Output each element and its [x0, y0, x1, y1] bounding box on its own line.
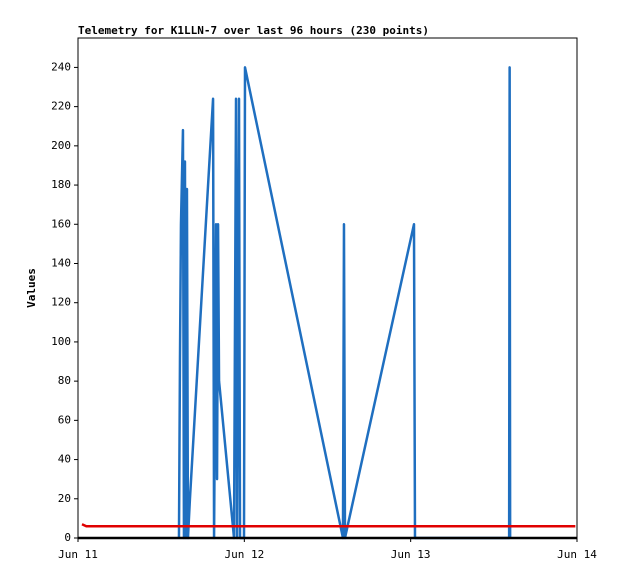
- x-tick-label: Jun 12: [224, 548, 264, 561]
- x-tick-label: Jun 11: [58, 548, 98, 561]
- y-tick-label: 140: [51, 256, 71, 269]
- chart-title: Telemetry for K1LLN-7 over last 96 hours…: [78, 24, 429, 37]
- y-tick-label: 160: [51, 217, 71, 230]
- y-tick-label: 40: [58, 453, 71, 466]
- y-tick-label: 100: [51, 335, 71, 348]
- y-tick-label: 180: [51, 178, 71, 191]
- y-tick-label: 80: [58, 374, 71, 387]
- y-tick-label: 200: [51, 139, 71, 152]
- y-tick-label: 20: [58, 492, 71, 505]
- x-tick-label: Jun 14: [557, 548, 597, 561]
- y-tick-label: 0: [64, 531, 71, 544]
- y-tick-label: 60: [58, 413, 71, 426]
- y-tick-label: 240: [51, 60, 71, 73]
- series-line: [81, 523, 576, 528]
- y-tick-label: 220: [51, 100, 71, 113]
- y-axis-label: Values: [25, 268, 38, 308]
- y-tick-label: 120: [51, 296, 71, 309]
- series-line: [177, 66, 512, 540]
- x-tick-label: Jun 13: [391, 548, 431, 561]
